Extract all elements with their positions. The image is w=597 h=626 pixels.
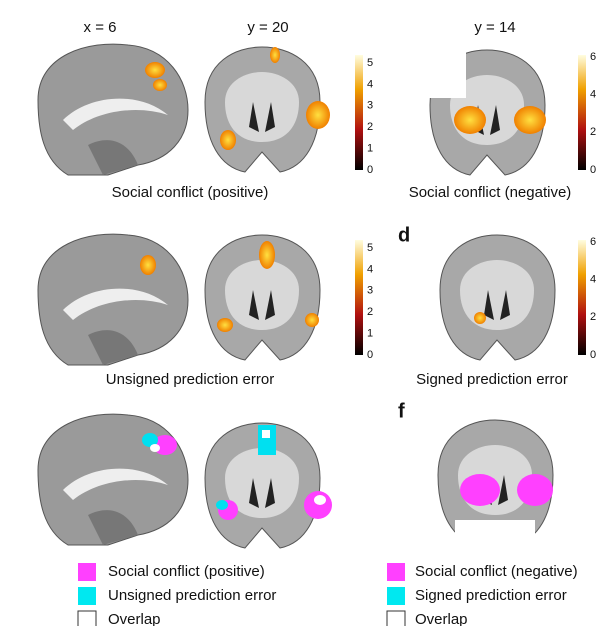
colorbar-tick-label: 2 bbox=[367, 121, 373, 133]
colorbar-tick-label: 2 bbox=[590, 126, 596, 138]
brain-sagittal bbox=[38, 414, 188, 545]
legend-label: Unsigned prediction error bbox=[108, 587, 276, 604]
colorbar-tick-label: 6 bbox=[590, 236, 596, 248]
colorbar-tick-label: 0 bbox=[367, 349, 373, 361]
legend-swatch bbox=[78, 563, 96, 581]
colorbar-tick-label: 3 bbox=[367, 100, 373, 112]
figure: x = 6 y = 20 y = 14 Social conflict (pos… bbox=[0, 0, 597, 626]
legend-label: Overlap bbox=[108, 611, 161, 626]
panel-letter: d bbox=[398, 224, 410, 246]
caption: Signed prediction error bbox=[416, 371, 568, 388]
caption: Social conflict (positive) bbox=[112, 184, 269, 201]
colorbar-tick-label: 4 bbox=[367, 263, 373, 275]
mask bbox=[398, 36, 466, 98]
legend-swatch bbox=[78, 611, 96, 626]
colorbar-tick-label: 6 bbox=[590, 51, 596, 63]
legend-label: Social conflict (negative) bbox=[415, 563, 578, 580]
colorbar-tick-label: 4 bbox=[590, 274, 596, 286]
legend-swatch bbox=[78, 587, 96, 605]
colorbar-tick-label: 5 bbox=[367, 242, 373, 254]
colorbar-tick-label: 1 bbox=[367, 328, 373, 340]
colorbar-tick-label: 4 bbox=[367, 78, 373, 90]
colorbar bbox=[355, 55, 363, 170]
brain-coronal bbox=[440, 235, 555, 360]
legend-swatch bbox=[387, 563, 405, 581]
colorbar bbox=[355, 240, 363, 355]
brain-sagittal bbox=[38, 44, 188, 175]
coordinate-label: y = 14 bbox=[474, 19, 515, 36]
colorbar-tick-label: 2 bbox=[590, 311, 596, 323]
colorbar-tick-label: 1 bbox=[367, 143, 373, 155]
colorbar-tick-label: 0 bbox=[590, 164, 596, 176]
colorbar-tick-label: 0 bbox=[367, 164, 373, 176]
legend-label: Signed prediction error bbox=[415, 587, 567, 604]
legend-label: Overlap bbox=[415, 611, 468, 626]
coordinate-label: y = 20 bbox=[247, 19, 288, 36]
legend-swatch bbox=[387, 611, 405, 626]
brain-sagittal bbox=[38, 234, 188, 365]
legend-swatch bbox=[387, 587, 405, 605]
brain-coronal bbox=[205, 47, 320, 172]
caption: Social conflict (negative) bbox=[409, 184, 572, 201]
coordinate-label: x = 6 bbox=[84, 19, 117, 36]
colorbar-tick-label: 3 bbox=[367, 285, 373, 297]
colorbar-tick-label: 2 bbox=[367, 306, 373, 318]
colorbar bbox=[578, 55, 586, 170]
colorbar-tick-label: 0 bbox=[590, 349, 596, 361]
colorbar-tick-label: 4 bbox=[590, 89, 596, 101]
mask bbox=[398, 293, 438, 335]
panel-letter: f bbox=[398, 400, 405, 422]
colorbar-tick-label: 5 bbox=[367, 57, 373, 69]
legend-label: Social conflict (positive) bbox=[108, 563, 265, 580]
colorbar bbox=[578, 240, 586, 355]
caption: Unsigned prediction error bbox=[106, 371, 274, 388]
mask bbox=[455, 520, 535, 555]
